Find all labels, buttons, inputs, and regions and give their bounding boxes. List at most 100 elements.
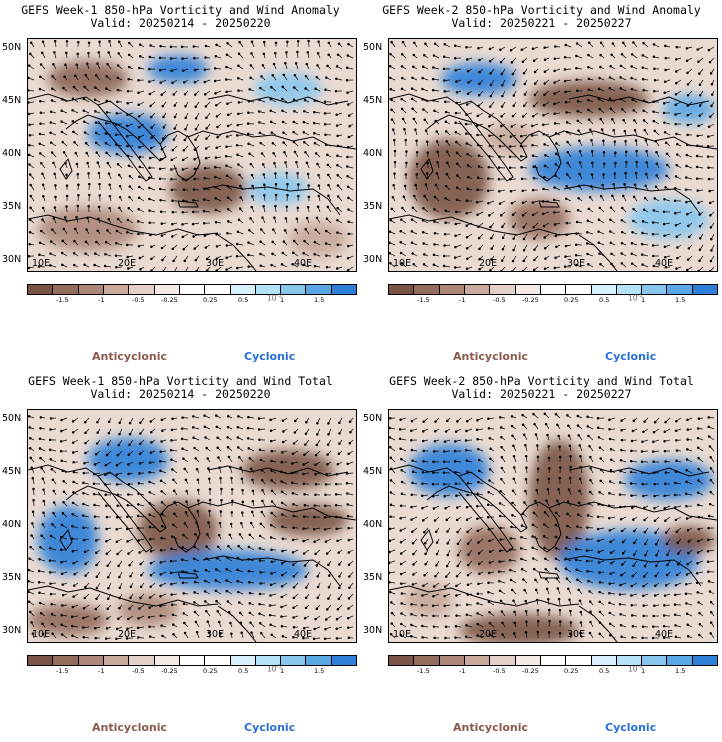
wind-arrow-head (106, 564, 109, 568)
wind-arrow-head (564, 547, 568, 550)
wind-arrow-head (336, 195, 340, 198)
wind-arrow-head (281, 440, 285, 444)
wind-arrow-head (642, 89, 645, 92)
wind-arrow-head (685, 268, 689, 271)
wind-arrow-head (598, 252, 601, 255)
wind-arrow-head (389, 262, 392, 265)
wind-arrow-head (128, 175, 132, 178)
wind-arrow-head (139, 562, 142, 566)
wind-arrow-head (28, 568, 31, 572)
wind-arrow-head (434, 183, 438, 187)
wind-arrow-head (391, 196, 395, 199)
wind-arrow-head (590, 150, 594, 153)
wind-arrow-head (553, 92, 556, 95)
wind-arrow-head (553, 186, 556, 189)
wind-arrow-head (313, 627, 316, 631)
wind-arrow-head (652, 254, 655, 258)
wind-arrow-head (405, 150, 408, 153)
wind-arrow-head (96, 420, 99, 424)
coastline (187, 130, 356, 150)
wind-arrow-head (643, 196, 647, 200)
wind-arrow-head (443, 594, 446, 598)
wind-arrow-head (71, 441, 75, 444)
wind-arrow-head (126, 218, 130, 222)
wind-arrow-head (305, 62, 309, 66)
colorbar-swatch (154, 656, 180, 665)
wind-arrow-head (337, 551, 340, 554)
wind-arrow-head (454, 482, 458, 486)
wind-arrow-head (225, 244, 229, 247)
wind-arrow-head (422, 439, 425, 443)
wind-arrow-head (170, 603, 174, 606)
wind-arrow-head (59, 548, 63, 552)
wind-arrow-head (476, 492, 479, 496)
wind-arrow-head (94, 110, 97, 113)
wind-arrow-head (478, 267, 481, 271)
wind-arrow-head (282, 73, 286, 77)
wind-arrow-head (127, 493, 130, 496)
wind-arrow-head (273, 216, 276, 219)
wind-arrow-head (292, 636, 295, 639)
wind-arrow-head (675, 459, 678, 463)
wind-arrow-head (389, 590, 392, 594)
wind-arrow-head (632, 41, 635, 44)
wind-arrow-head (687, 247, 691, 250)
wind-arrow-head (520, 125, 524, 128)
wind-arrow-head (258, 602, 261, 606)
wind-arrow-head (53, 206, 57, 209)
wind-arrow-head (410, 448, 414, 452)
wind-arrow-head (619, 518, 623, 521)
wind-arrow-head (41, 218, 44, 221)
wind-arrow-head (236, 446, 240, 449)
wind-arrow-head (324, 483, 328, 486)
wind-arrow-head (41, 477, 45, 480)
wind-arrow-head (249, 162, 253, 166)
wind-arrow-head (104, 132, 108, 135)
wind-arrow-head (336, 154, 339, 157)
wind-arrow-head (226, 425, 230, 429)
wind-arrow-head (422, 53, 426, 57)
wind-arrow-head (618, 593, 622, 596)
wind-arrow-head (412, 563, 415, 566)
vorticity-region (405, 582, 453, 618)
wind-arrow-head (225, 568, 228, 571)
wind-arrow-head (193, 580, 197, 584)
wind-arrow-head (589, 128, 592, 131)
wind-arrow-head (28, 415, 31, 418)
wind-arrow-head (498, 190, 501, 193)
wind-arrow-head (597, 241, 601, 245)
vorticity-region (625, 460, 713, 500)
wind-arrow-head (260, 228, 263, 231)
wind-arrow-head (542, 212, 545, 216)
wind-arrow-head (71, 451, 75, 454)
wind-arrow-head (611, 194, 614, 197)
wind-arrow-head (697, 60, 700, 64)
map-canvas (389, 410, 717, 642)
wind-arrow-head (444, 575, 448, 578)
wind-arrow-head (274, 204, 277, 208)
wind-arrow-head (554, 256, 557, 259)
wind-arrow-head (148, 92, 152, 96)
wind-arrow-head (50, 99, 54, 102)
wind-arrow-head (303, 616, 307, 620)
wind-arrow-head (220, 487, 223, 491)
wind-arrow-head (61, 604, 64, 607)
wind-arrow-head (203, 68, 207, 71)
wind-arrow-head (293, 74, 297, 77)
wind-arrow-head (116, 552, 119, 556)
wind-arrow-head (555, 142, 558, 145)
wind-arrow-head (127, 472, 130, 476)
wind-arrow-head (70, 615, 74, 618)
wind-arrow-head (444, 120, 448, 124)
wind-arrow-head (282, 131, 285, 134)
wind-arrow-head (88, 193, 91, 197)
wind-arrow-head (599, 194, 603, 198)
wind-arrow-head (399, 516, 402, 520)
wind-arrow-head (519, 135, 523, 138)
wind-arrow-head (620, 241, 624, 245)
wind-arrow-head (280, 605, 283, 609)
wind-arrow-head (84, 585, 87, 589)
wind-arrow-head (335, 124, 339, 127)
wind-arrow-head (566, 587, 570, 591)
wind-arrow-head (316, 596, 320, 599)
